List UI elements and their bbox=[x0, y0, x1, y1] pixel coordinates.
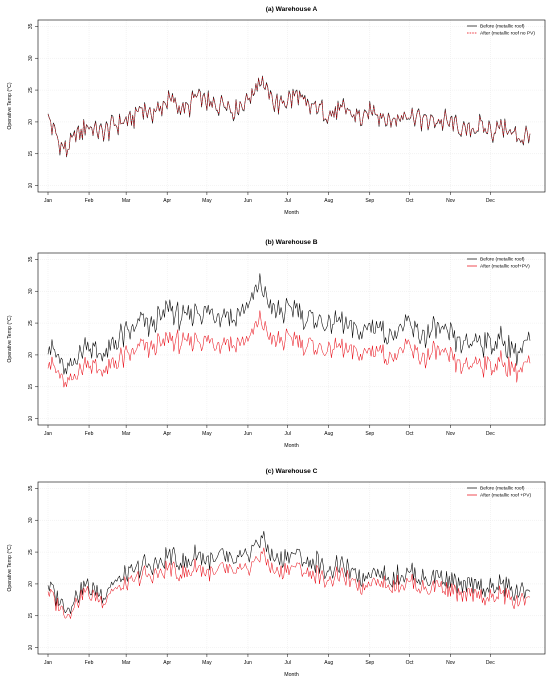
legend-label-after: After (metallic roof +PV) bbox=[480, 493, 531, 499]
x-tick-label: Oct bbox=[406, 431, 414, 437]
x-tick-label: Jun bbox=[244, 198, 252, 204]
chart-panel-3: (c) Warehouse C 10 15 20 25 30 35 Jan Feb Mar Apr M… bbox=[7, 468, 546, 678]
series-line-after bbox=[47, 76, 531, 157]
series-line-before bbox=[47, 530, 531, 615]
x-axis-label: Month bbox=[284, 443, 299, 449]
x-tick-label: Sep bbox=[365, 198, 374, 204]
x-tick-label: Apr bbox=[163, 660, 171, 666]
x-tick-label: Mar bbox=[122, 431, 131, 437]
x-tick-label: Dec bbox=[486, 431, 495, 437]
x-tick-label: Jan bbox=[44, 660, 52, 666]
y-tick-label: 25 bbox=[28, 549, 34, 555]
x-axis-label: Month bbox=[284, 210, 299, 216]
legend-label-before: Before (metallic roof) bbox=[480, 486, 525, 492]
x-tick-label: Nov bbox=[446, 660, 455, 666]
x-tick-label: Sep bbox=[365, 431, 374, 437]
y-tick-label: 25 bbox=[28, 320, 34, 326]
y-tick-label: 20 bbox=[28, 581, 34, 587]
y-tick-label: 15 bbox=[28, 151, 34, 157]
x-tick-label: Nov bbox=[446, 431, 455, 437]
y-axis-label: Operative Temp (°C) bbox=[7, 544, 13, 592]
x-tick-label: Jul bbox=[284, 431, 290, 437]
chart-panel-1: (a) Warehouse A 10 15 20 25 30 35 Jan Feb Mar Apr M… bbox=[7, 6, 546, 216]
plot-frame bbox=[37, 481, 546, 655]
y-tick-label: 10 bbox=[28, 645, 34, 651]
x-tick-label: May bbox=[202, 431, 212, 437]
series-line-after bbox=[47, 310, 531, 388]
x-tick-label: Oct bbox=[406, 660, 414, 666]
y-tick-label: 25 bbox=[28, 87, 34, 93]
y-tick-label: 30 bbox=[28, 517, 34, 523]
y-axis-label: Operative Temp (°C) bbox=[7, 315, 13, 363]
x-tick-label: Aug bbox=[324, 198, 333, 204]
plot-frame bbox=[37, 19, 546, 193]
x-tick-label: Jun bbox=[244, 660, 252, 666]
series-line-before bbox=[47, 75, 531, 158]
series-line-before bbox=[47, 273, 531, 375]
x-tick-label: Jul bbox=[284, 660, 290, 666]
x-tick-label: Apr bbox=[163, 431, 171, 437]
x-tick-label: Feb bbox=[85, 431, 94, 437]
y-tick-label: 35 bbox=[28, 256, 34, 262]
x-tick-label: Jul bbox=[284, 198, 290, 204]
x-tick-label: Aug bbox=[324, 660, 333, 666]
x-tick-label: Dec bbox=[486, 198, 495, 204]
x-tick-label: Dec bbox=[486, 660, 495, 666]
x-tick-label: Apr bbox=[163, 198, 171, 204]
chart-title: (c) Warehouse C bbox=[266, 468, 318, 475]
x-tick-label: Nov bbox=[446, 198, 455, 204]
x-axis-label: Month bbox=[284, 672, 299, 678]
x-tick-label: Feb bbox=[85, 660, 94, 666]
y-tick-label: 20 bbox=[28, 119, 34, 125]
y-tick-label: 10 bbox=[28, 416, 34, 422]
chart-title: (a) Warehouse A bbox=[266, 6, 318, 13]
x-tick-label: Jun bbox=[244, 431, 252, 437]
y-tick-label: 10 bbox=[28, 183, 34, 189]
x-tick-label: Oct bbox=[406, 198, 414, 204]
x-tick-label: Mar bbox=[122, 198, 131, 204]
series-line-after bbox=[47, 547, 531, 619]
x-tick-label: May bbox=[202, 660, 212, 666]
chart-panel-2: (b) Warehouse B 10 15 20 25 30 35 Jan Feb Mar Apr M… bbox=[7, 239, 546, 449]
y-tick-label: 20 bbox=[28, 352, 34, 358]
x-tick-label: Aug bbox=[324, 431, 333, 437]
y-tick-label: 30 bbox=[28, 288, 34, 294]
y-tick-label: 35 bbox=[28, 23, 34, 29]
x-tick-label: Feb bbox=[85, 198, 94, 204]
legend-label-after: After (metallic roof no PV) bbox=[480, 31, 535, 37]
x-tick-label: Sep bbox=[365, 660, 374, 666]
y-tick-label: 15 bbox=[28, 384, 34, 390]
chart-title: (b) Warehouse B bbox=[265, 239, 317, 246]
x-tick-label: Jan bbox=[44, 198, 52, 204]
legend-label-before: Before (metallic roof) bbox=[480, 24, 525, 30]
x-tick-label: Jan bbox=[44, 431, 52, 437]
x-tick-label: Mar bbox=[122, 660, 131, 666]
legend-label-before: Before (metallic roof) bbox=[480, 257, 525, 263]
plot-frame bbox=[37, 252, 546, 426]
y-tick-label: 35 bbox=[28, 485, 34, 491]
x-tick-label: May bbox=[202, 198, 212, 204]
y-tick-label: 30 bbox=[28, 55, 34, 61]
y-axis-label: Operative Temp (°C) bbox=[7, 82, 13, 130]
legend-label-after: After (metallic roof+PV) bbox=[480, 264, 530, 270]
y-tick-label: 15 bbox=[28, 613, 34, 619]
